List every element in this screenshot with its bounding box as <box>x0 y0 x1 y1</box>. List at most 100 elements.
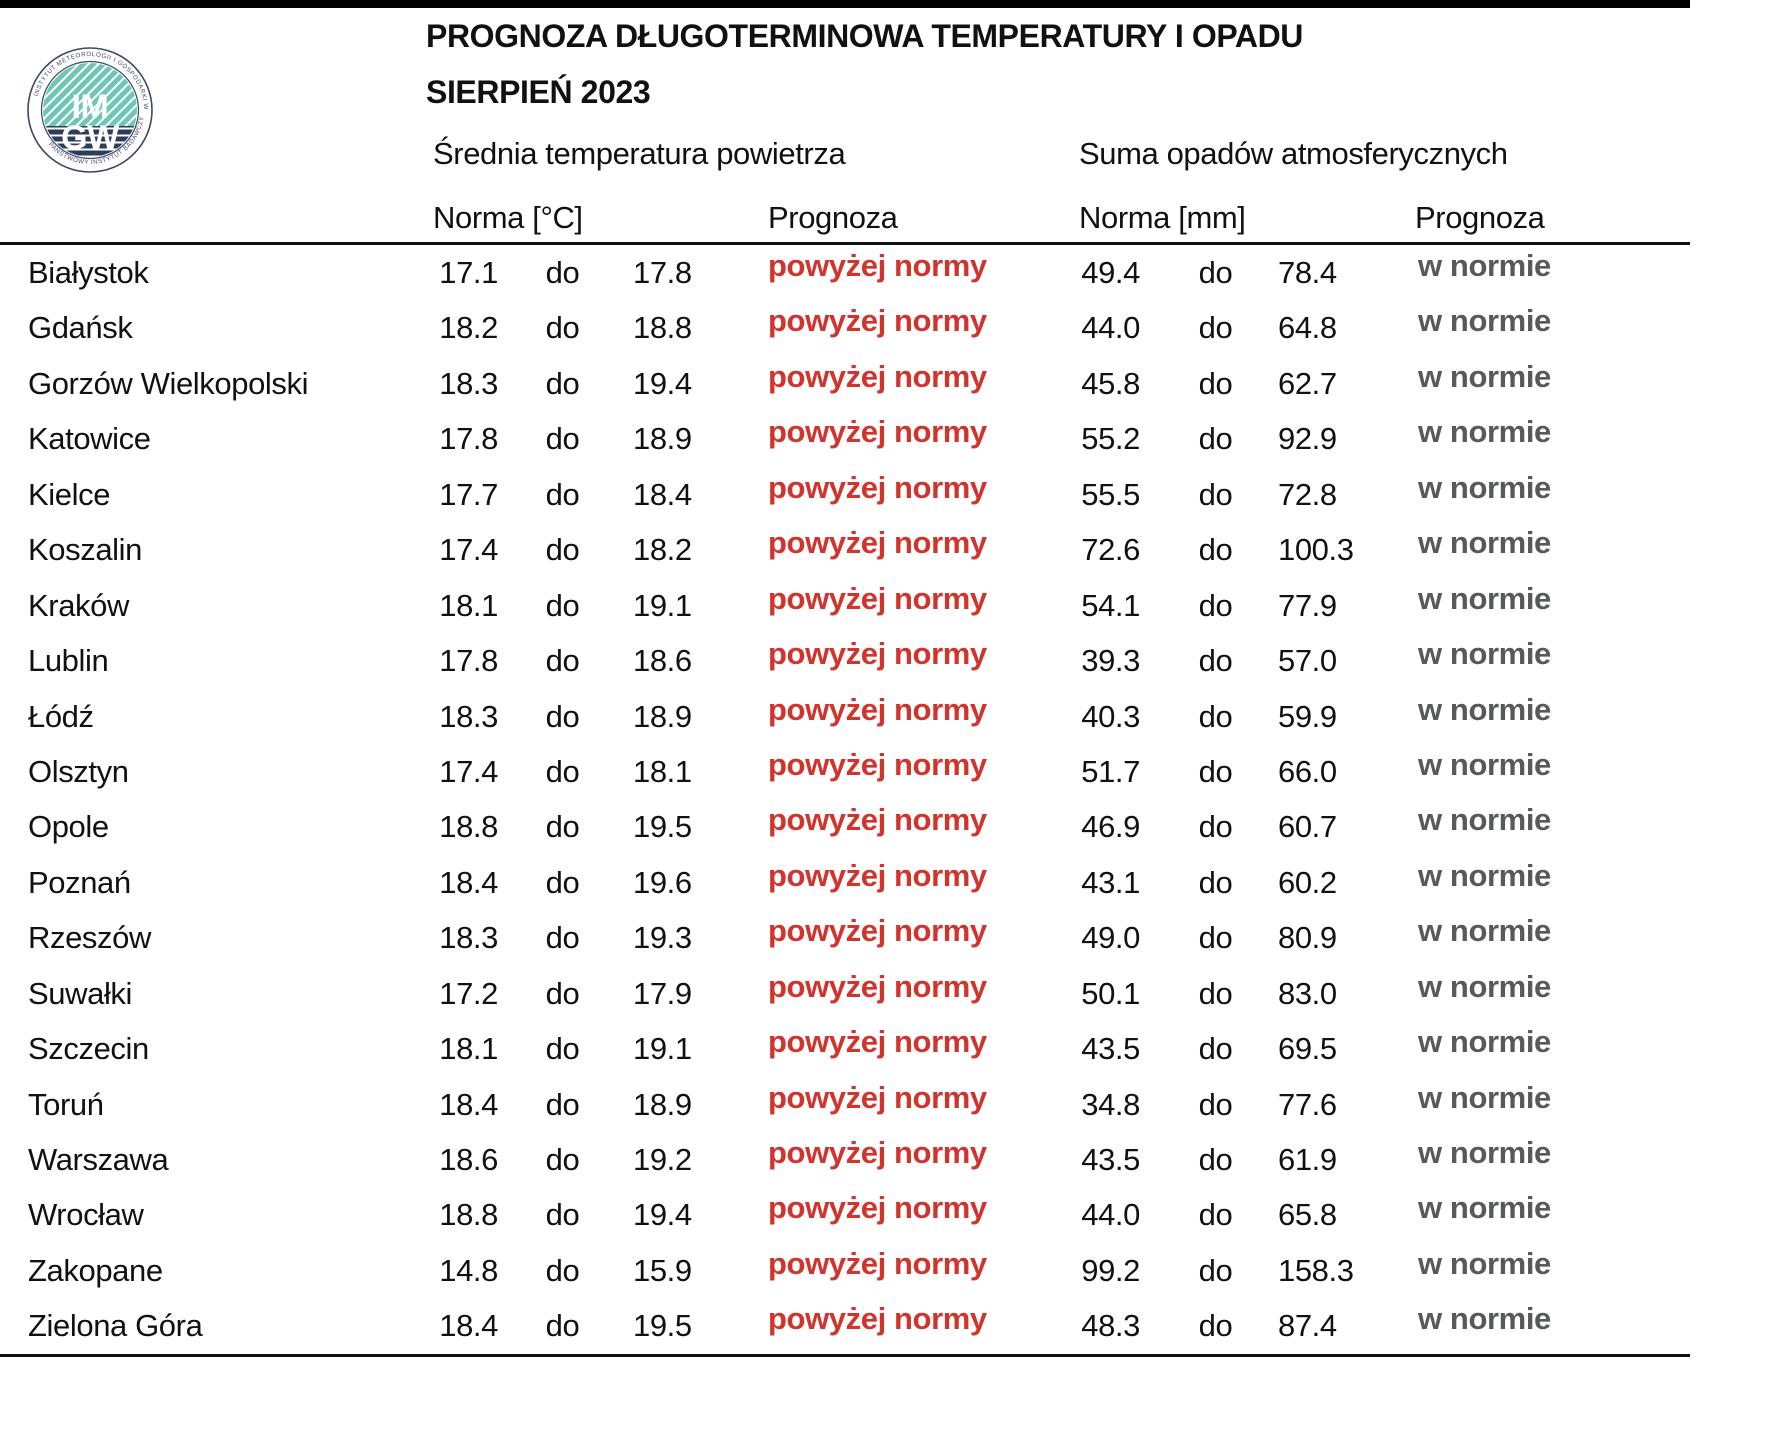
table-row: Katowice 17.8 do 18.9 powyżej normy 55.2… <box>0 411 1769 466</box>
precip-range-do-label: do <box>1198 587 1233 623</box>
city-name: Warszawa <box>28 1142 169 1177</box>
temp-norm-min: 18.6 <box>439 1142 498 1177</box>
temp-range-do-label: do <box>545 864 580 900</box>
precip-norm-min: 44.0 <box>1081 310 1140 346</box>
temp-norm-max: 18.6 <box>633 643 692 679</box>
precip-norm-max: 92.9 <box>1278 421 1337 457</box>
precip-range-do-label: do <box>1198 975 1233 1011</box>
temp-norm-min: 17.1 <box>439 255 498 290</box>
table-row: Wrocław 18.8 do 19.4 powyżej normy 44.0 … <box>0 1187 1769 1242</box>
precip-forecast-value: w normie <box>1418 525 1551 561</box>
precip-norm-max: 83.0 <box>1278 975 1337 1011</box>
temp-norm-min: 18.4 <box>439 864 498 900</box>
table-row: Szczecin 18.1 do 19.1 powyżej normy 43.5… <box>0 1021 1769 1076</box>
precip-norm-min: 39.3 <box>1081 643 1140 679</box>
temp-norm-min: 18.3 <box>439 698 498 734</box>
precip-norm-min: 43.5 <box>1081 1142 1140 1177</box>
precip-norm-max: 78.4 <box>1278 255 1337 290</box>
temp-forecast-value: powyżej normy <box>768 691 987 727</box>
precip-forecast-value: w normie <box>1418 358 1551 394</box>
table-row: Suwałki 17.2 do 17.9 powyżej normy 50.1 … <box>0 966 1769 1021</box>
city-name: Łódź <box>28 698 94 734</box>
temp-norm-max: 19.2 <box>633 1142 692 1177</box>
temp-range-do-label: do <box>545 310 580 346</box>
temp-forecast-value: powyżej normy <box>768 303 987 339</box>
temp-forecast-value: powyżej normy <box>768 414 987 450</box>
table-row: Kraków 18.1 do 19.1 powyżej normy 54.1 d… <box>0 578 1769 633</box>
precip-range-do-label: do <box>1198 698 1233 734</box>
city-name: Koszalin <box>28 532 142 568</box>
temp-range-do-label: do <box>545 975 580 1011</box>
precip-forecast-value: w normie <box>1418 913 1551 949</box>
city-name: Suwałki <box>28 975 133 1011</box>
temp-norm-max: 19.4 <box>633 1197 692 1233</box>
precip-range-do-label: do <box>1198 920 1233 956</box>
precip-norm-max: 64.8 <box>1278 310 1337 346</box>
section-label-precipitation: Suma opadów atmosferycznych <box>1079 136 1508 171</box>
table-row: Koszalin 17.4 do 18.2 powyżej normy 72.6… <box>0 522 1769 577</box>
temp-norm-max: 19.1 <box>633 587 692 623</box>
precip-range-do-label: do <box>1198 421 1233 457</box>
temp-norm-min: 18.4 <box>439 1308 498 1344</box>
temp-range-do-label: do <box>545 1197 580 1233</box>
precip-norm-max: 87.4 <box>1278 1308 1337 1344</box>
logo-text-im: IM <box>72 88 109 126</box>
forecast-table: Białystok 17.1 do 17.8 powyżej normy 49.… <box>0 245 1769 1354</box>
precip-forecast-value: w normie <box>1418 857 1551 893</box>
temp-range-do-label: do <box>545 1252 580 1288</box>
city-name: Zakopane <box>28 1252 163 1288</box>
precip-forecast-value: w normie <box>1418 580 1551 616</box>
precip-range-do-label: do <box>1198 1142 1233 1177</box>
precip-range-do-label: do <box>1198 864 1233 900</box>
table-row: Gdańsk 18.2 do 18.8 powyżej normy 44.0 d… <box>0 300 1769 355</box>
temp-range-do-label: do <box>545 1308 580 1344</box>
column-header-precip-forecast: Prognoza <box>1415 200 1545 235</box>
precip-norm-max: 100.3 <box>1278 532 1354 568</box>
precip-range-do-label: do <box>1198 1031 1233 1067</box>
table-row: Kielce 17.7 do 18.4 powyżej normy 55.5 d… <box>0 467 1769 522</box>
column-header-temp-forecast: Prognoza <box>768 200 898 235</box>
table-row: Olsztyn 17.4 do 18.1 powyżej normy 51.7 … <box>0 744 1769 799</box>
temp-forecast-value: powyżej normy <box>768 1245 987 1281</box>
precip-norm-max: 61.9 <box>1278 1142 1337 1177</box>
table-row: Zakopane 14.8 do 15.9 powyżej normy 99.2… <box>0 1243 1769 1298</box>
precip-norm-min: 99.2 <box>1081 1252 1140 1288</box>
temp-forecast-value: powyżej normy <box>768 1135 987 1170</box>
city-name: Toruń <box>28 1086 104 1122</box>
precip-norm-min: 43.5 <box>1081 1031 1140 1067</box>
temp-norm-max: 18.9 <box>633 421 692 457</box>
precip-range-do-label: do <box>1198 1252 1233 1288</box>
precip-range-do-label: do <box>1198 476 1233 512</box>
temp-norm-min: 18.3 <box>439 920 498 956</box>
precip-forecast-value: w normie <box>1418 303 1551 339</box>
top-border-bar <box>0 0 1690 8</box>
table-row: Toruń 18.4 do 18.9 powyżej normy 34.8 do… <box>0 1077 1769 1132</box>
temp-forecast-value: powyżej normy <box>768 746 987 782</box>
temp-forecast-value: powyżej normy <box>768 802 987 838</box>
temp-norm-max: 18.9 <box>633 698 692 734</box>
precip-norm-min: 46.9 <box>1081 809 1140 845</box>
city-name: Lublin <box>28 643 109 679</box>
temp-norm-min: 17.4 <box>439 532 498 568</box>
temp-range-do-label: do <box>545 1031 580 1067</box>
temp-range-do-label: do <box>545 1142 580 1177</box>
page-title: PROGNOZA DŁUGOTERMINOWA TEMPERATURY I OP… <box>426 18 1304 54</box>
city-name: Katowice <box>28 421 151 457</box>
precip-range-do-label: do <box>1198 1308 1233 1344</box>
temp-norm-min: 18.3 <box>439 365 498 401</box>
temp-range-do-label: do <box>545 809 580 845</box>
precip-norm-max: 65.8 <box>1278 1197 1337 1233</box>
precip-norm-max: 77.6 <box>1278 1086 1337 1122</box>
precip-range-do-label: do <box>1198 255 1233 290</box>
table-row: Poznań 18.4 do 19.6 powyżej normy 43.1 d… <box>0 855 1769 910</box>
temp-norm-min: 17.7 <box>439 476 498 512</box>
precip-range-do-label: do <box>1198 753 1233 789</box>
temp-forecast-value: powyżej normy <box>768 469 987 505</box>
temp-range-do-label: do <box>545 698 580 734</box>
temp-norm-min: 18.8 <box>439 1197 498 1233</box>
precip-norm-min: 55.2 <box>1081 421 1140 457</box>
precip-norm-min: 54.1 <box>1081 587 1140 623</box>
precip-range-do-label: do <box>1198 532 1233 568</box>
precip-norm-max: 66.0 <box>1278 753 1337 789</box>
